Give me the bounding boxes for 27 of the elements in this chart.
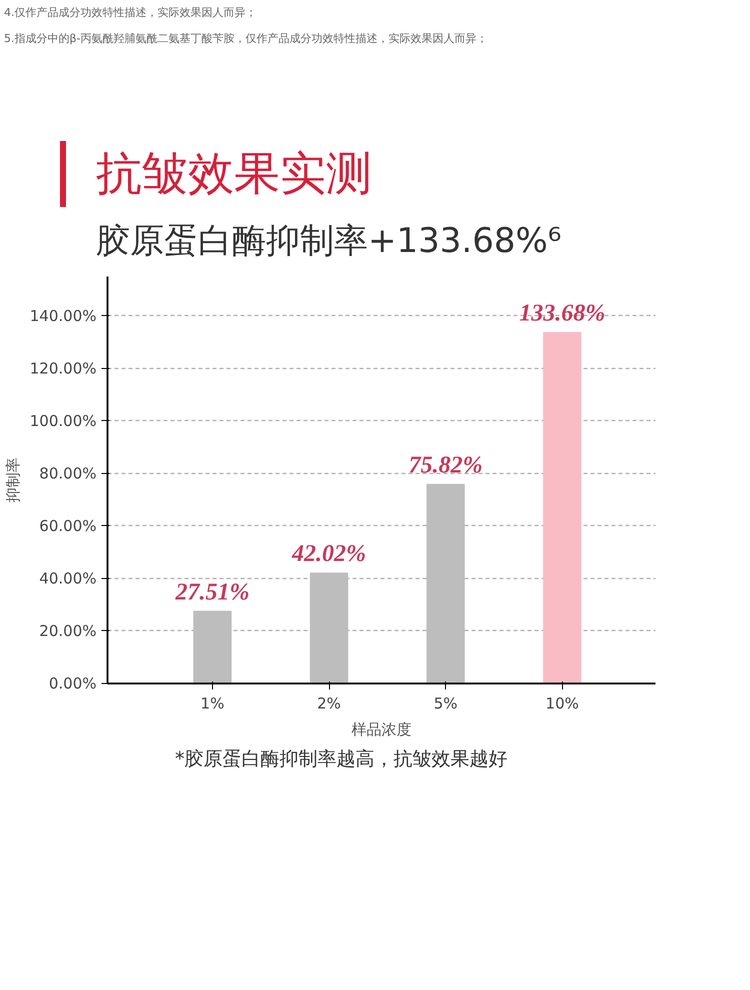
x-tick-label: 10% bbox=[546, 694, 579, 712]
y-tick-label: 120.00% bbox=[30, 359, 97, 378]
data-label: 75.82% bbox=[408, 452, 483, 478]
chart-subtitle: 胶原蛋白酶抑制率+133.68%⁶ bbox=[96, 220, 562, 264]
y-tick-label: 80.00% bbox=[39, 464, 97, 482]
text: *胶原蛋白酶抑制率越高，抗皱效果越好 bbox=[175, 746, 508, 772]
x-axis-title: 样品浓度 bbox=[352, 720, 412, 738]
y-tick-label: 40.00% bbox=[39, 569, 97, 588]
y-tick-label: 60.00% bbox=[39, 516, 97, 535]
bar bbox=[543, 332, 582, 684]
text: 4.仅作产品成分功效特性描述，实际效果因人而异； bbox=[4, 5, 256, 21]
bar bbox=[426, 484, 465, 684]
y-axis-title: 抑制率 bbox=[4, 457, 22, 502]
data-label: 133.68% bbox=[519, 300, 606, 326]
x-tick-label: 2% bbox=[317, 694, 341, 712]
bar bbox=[193, 610, 232, 684]
y-tick-label: 0.00% bbox=[48, 674, 97, 692]
bar bbox=[310, 572, 348, 684]
y-tick-label: 140.00% bbox=[30, 306, 97, 325]
y-tick-label: 20.00% bbox=[39, 622, 97, 640]
text: 5.指成分中的β-丙氨酰羟脯氨酰二氨基丁酸苄胺，仅作产品成分功效特性描述，实际效果因人而异； bbox=[4, 30, 488, 46]
y-tick-label: 100.00% bbox=[30, 412, 97, 430]
data-label: 42.02% bbox=[291, 540, 366, 567]
chart-title: 抗皱效果实测 bbox=[96, 145, 372, 202]
data-label: 27.51% bbox=[174, 578, 250, 605]
x-tick-label: 1% bbox=[200, 694, 224, 712]
x-tick-label: 5% bbox=[434, 694, 458, 712]
